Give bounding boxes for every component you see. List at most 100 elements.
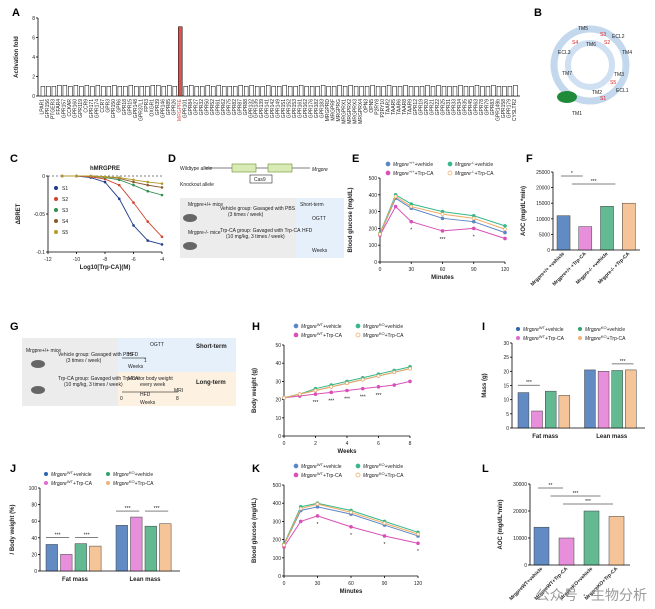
data-point bbox=[378, 232, 382, 237]
x-tick-label: MRGPRX1 bbox=[342, 99, 348, 124]
data-point bbox=[393, 204, 398, 209]
hfd-label: HFD bbox=[302, 228, 313, 234]
series-line bbox=[379, 197, 506, 235]
receptor-helix-ring bbox=[550, 25, 630, 105]
significance-marker: * bbox=[410, 228, 412, 234]
x-tick-label: MRGPRE bbox=[177, 98, 183, 121]
x-tick-label: CYSLTR2 bbox=[512, 99, 518, 121]
bar-gpr179 bbox=[507, 86, 513, 97]
vehicle-group-sub: (3 times / week) bbox=[228, 212, 264, 218]
bar-gpr3 bbox=[106, 86, 112, 97]
y-tick-label: 0 bbox=[524, 563, 527, 569]
data-point bbox=[440, 229, 445, 233]
bar-mrgprx2 bbox=[348, 85, 353, 97]
panel-b-receptor-diagram: TM5 TM6 ECL2 ECL3 TM4 TM7 TM3 TM2 ECL1 T… bbox=[550, 25, 632, 117]
x-tick-label: P2RY8 bbox=[375, 99, 381, 115]
bar-lpar1 bbox=[40, 86, 46, 97]
bar-ccr9 bbox=[84, 85, 90, 97]
trp-group-sub: (10 mg/kg, 3 times / week) bbox=[64, 382, 123, 388]
x-tick-label: GPR20 bbox=[424, 99, 430, 116]
y-tick-label: 0 bbox=[374, 260, 377, 266]
legend-marker bbox=[355, 323, 361, 329]
legend-label: S3 bbox=[62, 208, 68, 214]
legend-label: Mrgpre-/-+Trp-CA bbox=[455, 169, 494, 177]
trp-group-label: Trp-CA group: Gavaged with Trp-CA bbox=[58, 376, 139, 382]
x-tick-label: GPR34 bbox=[457, 99, 463, 116]
data-point bbox=[160, 182, 164, 185]
bar-taar9 bbox=[408, 86, 414, 97]
label-tm5: TM5 bbox=[578, 26, 588, 32]
x-tick-label: 0 bbox=[379, 267, 382, 273]
bar-gpr31 bbox=[447, 86, 452, 97]
bar-taar8 bbox=[403, 85, 408, 97]
bar-gpr141 bbox=[266, 85, 271, 97]
cas9-label: Cas9 bbox=[254, 177, 266, 183]
series-line bbox=[379, 195, 506, 235]
data-point bbox=[313, 388, 318, 393]
y-tick-label: 0 bbox=[42, 174, 45, 180]
bar-gpr12 bbox=[414, 86, 419, 97]
y-tick-label: 5000 bbox=[539, 232, 550, 238]
data-point bbox=[503, 227, 507, 232]
x-tick-label: MRGPRX3 bbox=[353, 99, 359, 124]
x-tick-label: GPR162 bbox=[303, 99, 309, 118]
legend-label: MrgpreWT+vehicle bbox=[51, 470, 92, 478]
x-tick-label: GPR85 bbox=[166, 99, 172, 116]
label-tm7: TM7 bbox=[562, 71, 572, 77]
mice-wt-label: Mrgpre+/+ mice bbox=[188, 202, 223, 208]
panel-label-c: C bbox=[10, 153, 18, 165]
x-tick-label: GPR82 bbox=[232, 99, 238, 116]
label-tm6: TM6 bbox=[586, 42, 596, 48]
label-s2: S2 bbox=[604, 40, 610, 46]
x-tick-label: GPR75 bbox=[226, 99, 232, 116]
x-tick-label: GPR18 bbox=[122, 99, 128, 116]
panel-j-body-composition: 0 20 40 60 80 100 / Body weight (%) Fat mass ***… bbox=[10, 470, 180, 583]
bar-cckar bbox=[68, 86, 73, 97]
significance-marker: *** bbox=[440, 237, 446, 243]
y-tick-label: 30 bbox=[275, 379, 281, 385]
y-tick-label: 15000 bbox=[536, 201, 550, 207]
data-point bbox=[160, 186, 164, 189]
x-tick-label: GPR39 bbox=[155, 99, 161, 116]
panel-g-schematic: Mrgpre+/+ mice Vehicle group: Gavaged wi… bbox=[22, 338, 236, 406]
bar-mrgprx1 bbox=[342, 86, 348, 97]
legend-marker bbox=[293, 323, 299, 329]
bar-gpr37l1 bbox=[139, 86, 144, 97]
bar bbox=[517, 392, 530, 429]
x-tick-label: GPR135 bbox=[254, 99, 260, 118]
y-tick-label: 30000 bbox=[513, 482, 527, 488]
x-tick-label: 2 bbox=[314, 441, 317, 447]
x-tick-label: 90 bbox=[382, 581, 388, 587]
y-tick-label: 10 bbox=[503, 398, 509, 404]
long-term-box bbox=[118, 372, 236, 406]
panel-d-schematic: Wildtype allele Knockout allele Mrgpre C… bbox=[180, 163, 344, 258]
mouse-icon-2 bbox=[31, 386, 45, 394]
gene-label: Mrgpre bbox=[312, 167, 328, 173]
data-point bbox=[297, 392, 302, 396]
label-ecl3: ECL3 bbox=[558, 50, 571, 56]
legend-marker-s3 bbox=[54, 208, 58, 212]
significance-marker: * bbox=[350, 533, 352, 539]
significance-marker: * bbox=[473, 234, 475, 240]
data-point bbox=[503, 224, 507, 228]
x-tick-label: GPR78 bbox=[479, 99, 485, 116]
data-point bbox=[382, 521, 387, 526]
x-tick-label: GPR161 bbox=[298, 99, 304, 118]
y-axis-label: Activation fold bbox=[14, 36, 20, 78]
x-tick-label: GPR31 bbox=[446, 99, 452, 116]
data-point bbox=[146, 189, 150, 193]
label-tm3: TM3 bbox=[614, 72, 624, 78]
bar-gpr19 bbox=[419, 86, 425, 97]
data-point bbox=[60, 174, 64, 178]
y-tick-label: 0 bbox=[547, 248, 550, 254]
data-point bbox=[160, 243, 164, 246]
data-point bbox=[160, 193, 164, 197]
bar-gpr61 bbox=[216, 85, 221, 97]
x-tick-label: 60 bbox=[440, 267, 446, 273]
data-point bbox=[117, 176, 121, 179]
significance-marker: *** bbox=[526, 380, 532, 386]
y-tick-label: 400 bbox=[369, 193, 378, 199]
bar bbox=[600, 206, 614, 251]
